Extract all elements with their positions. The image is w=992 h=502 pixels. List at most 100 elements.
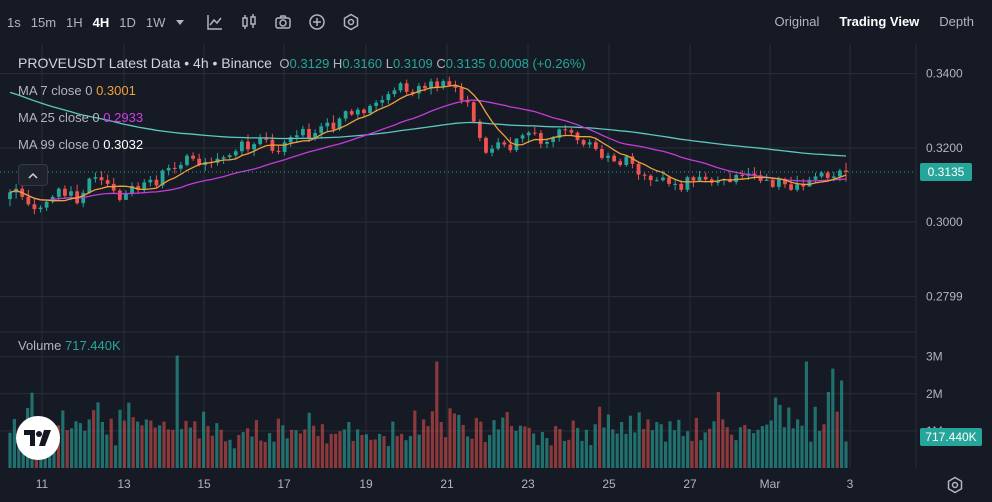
candle	[111, 177, 116, 194]
volume-bar	[158, 425, 162, 468]
volume-bar	[752, 433, 756, 468]
timeframe-1w[interactable]: 1W	[145, 14, 166, 30]
candle-body	[410, 91, 415, 94]
view-tradingview-tab[interactable]: Trading View	[839, 14, 920, 29]
volume-bar	[738, 427, 742, 468]
volume-bar	[373, 439, 377, 468]
time-axis-label: Mar	[760, 477, 781, 491]
candle	[502, 140, 507, 148]
chevron-up-icon	[28, 172, 38, 179]
view-original-tab[interactable]: Original	[774, 14, 820, 29]
candle	[343, 110, 348, 122]
volume-bar	[699, 440, 703, 468]
volume-bar	[646, 419, 650, 468]
volume-bar	[285, 438, 289, 468]
axis-settings-button[interactable]	[946, 476, 964, 499]
candle-body	[508, 144, 513, 151]
volume-bar	[404, 440, 408, 468]
price-chart[interactable]: 0.34000.32000.30000.27993M2M1M1113151719…	[0, 44, 992, 502]
volume-bar	[400, 433, 404, 468]
candle-body	[624, 156, 629, 165]
timeframe-1h[interactable]: 1H	[66, 14, 83, 30]
collapse-legend-button[interactable]	[18, 164, 48, 186]
add-indicator-button[interactable]	[300, 13, 334, 31]
tradingview-logo[interactable]	[16, 416, 60, 460]
candle-body	[831, 176, 836, 178]
ma7-value: 0.3001	[96, 83, 136, 98]
timeframe-dropdown-button[interactable]	[170, 15, 190, 30]
timeframe-1d[interactable]: 1D	[119, 14, 136, 30]
volume-bar	[598, 406, 602, 468]
view-depth-tab[interactable]: Depth	[939, 14, 974, 29]
volume-bar	[716, 391, 720, 468]
candle	[81, 189, 86, 208]
candle	[258, 134, 263, 146]
volume-bar	[272, 441, 276, 468]
gear-icon	[947, 476, 963, 494]
candle	[166, 164, 171, 176]
candle	[239, 139, 244, 156]
volume-bar	[474, 417, 478, 468]
timeframe-4h[interactable]: 4H	[92, 14, 110, 30]
candle-body	[349, 111, 354, 115]
volume-bar	[461, 424, 465, 468]
volume-bar	[232, 448, 236, 468]
chart-settings-button[interactable]	[334, 13, 368, 31]
volume-bar	[96, 402, 100, 468]
candle	[368, 104, 372, 116]
volume-bar	[347, 421, 351, 468]
volume-bar	[422, 419, 426, 468]
candle-body	[441, 81, 446, 88]
candle-body	[813, 176, 818, 180]
volume-bar	[483, 442, 487, 468]
candle-body	[807, 179, 812, 187]
candle	[130, 182, 134, 197]
screenshot-button[interactable]	[266, 13, 300, 31]
candle-body	[124, 193, 128, 200]
timeframe-1s[interactable]: 1s	[7, 14, 21, 30]
candle-body	[32, 204, 37, 210]
volume-bar	[8, 432, 12, 468]
ma25-legend[interactable]: MA 25 close 0 0.2933	[18, 110, 143, 125]
volume-bar	[703, 432, 707, 468]
time-axis-label: 21	[440, 477, 454, 491]
volume-bar	[536, 444, 540, 468]
ma99-legend[interactable]: MA 99 close 0 0.3032	[18, 137, 143, 152]
candle-body	[551, 137, 555, 142]
volume-bar	[131, 417, 135, 468]
candle-body	[44, 201, 49, 208]
volume-bar	[290, 429, 294, 468]
volume-bar	[206, 426, 210, 468]
ma7-legend[interactable]: MA 7 close 0 0.3001	[18, 83, 136, 98]
candle	[63, 185, 67, 198]
volume-bar	[237, 434, 241, 468]
candle-body	[685, 177, 690, 190]
candle-body	[416, 85, 421, 94]
indicators-button[interactable]	[198, 13, 232, 31]
volume-bar	[74, 421, 78, 468]
volume-bar	[109, 418, 113, 468]
volume-bar	[395, 436, 399, 468]
candle	[178, 161, 183, 172]
volume-bar	[193, 421, 197, 468]
candle	[575, 131, 580, 145]
volume-bar	[369, 439, 373, 468]
candle	[636, 162, 641, 180]
candle-body	[795, 184, 800, 190]
candle-body	[56, 188, 61, 197]
volume-bar	[100, 421, 104, 468]
volume-bar	[444, 437, 448, 468]
candle-body	[838, 170, 842, 177]
candle-body	[453, 85, 458, 88]
candle-body	[288, 137, 293, 143]
candle	[233, 149, 238, 160]
candle	[124, 190, 128, 200]
volume-bar	[765, 424, 769, 468]
volume-bar	[760, 426, 764, 468]
ma7-line	[9, 84, 847, 202]
chart-type-button[interactable]	[232, 13, 266, 31]
volume-bar	[391, 421, 395, 468]
timeframe-15m[interactable]: 15m	[30, 14, 57, 30]
volume-axis-label: 3M	[926, 350, 943, 364]
candle	[44, 199, 49, 211]
